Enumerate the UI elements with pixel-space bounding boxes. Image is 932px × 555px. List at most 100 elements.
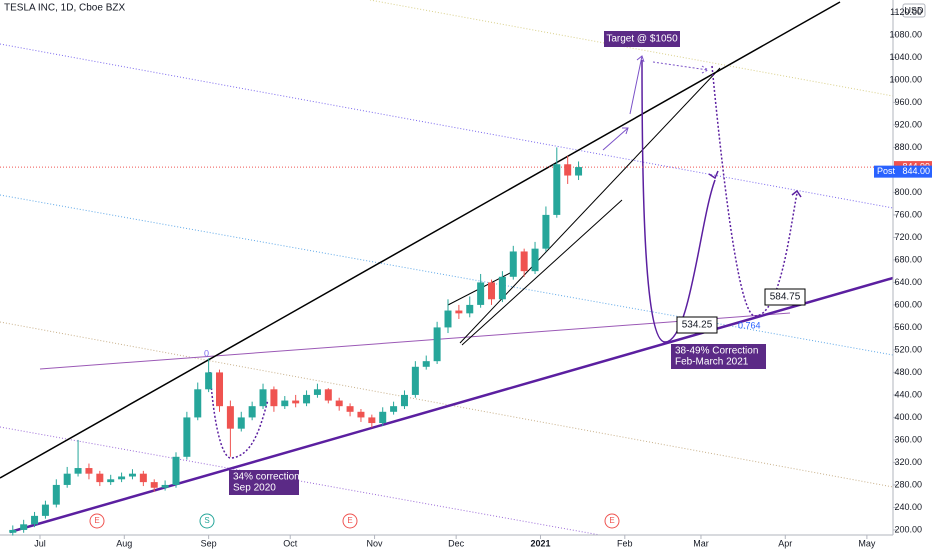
- candle-body: [324, 389, 332, 401]
- x-tick-label: 2021: [530, 538, 550, 548]
- candle-body: [216, 372, 224, 407]
- drawings: [0, 0, 894, 536]
- candle-body: [31, 515, 39, 525]
- candle-body: [509, 251, 517, 277]
- candle-body: [303, 394, 311, 404]
- y-tick-label: 960.00: [894, 97, 922, 107]
- x-tick-label: Aug: [116, 538, 132, 548]
- y-tick-label: 320.00: [894, 457, 922, 467]
- x-tick-label: Jul: [34, 538, 46, 548]
- y-tick-label: 200.00: [894, 524, 922, 534]
- candle-body: [20, 524, 28, 530]
- candle-body: [498, 276, 506, 300]
- candle-body: [390, 406, 398, 412]
- candle-body: [466, 304, 474, 314]
- candle-body: [74, 468, 82, 474]
- arrow: [629, 55, 645, 115]
- y-tick-label: 720.00: [894, 232, 922, 242]
- y-tick-label: 880.00: [894, 142, 922, 152]
- candle-body: [118, 476, 126, 480]
- neckline: [39, 312, 791, 370]
- candle-body: [41, 504, 49, 516]
- candle-body: [172, 456, 180, 485]
- candle-body: [411, 366, 419, 395]
- channel-line: [369, 0, 894, 97]
- x-tick-label: Feb: [617, 538, 633, 548]
- y-tick-label: 640.00: [894, 277, 922, 287]
- arrow-head: [708, 170, 719, 180]
- annotation: 34% correction: [233, 472, 300, 483]
- candle-body: [488, 282, 496, 300]
- candle-body: [9, 529, 17, 533]
- candle-body: [139, 473, 147, 483]
- post-price-label: 844.00: [902, 166, 930, 176]
- projection-path: [641, 59, 716, 343]
- y-tick-label: 800.00: [894, 187, 922, 197]
- candle-body: [226, 406, 234, 429]
- annotation-box: [604, 31, 680, 47]
- x-tick-label: Dec: [448, 538, 465, 548]
- candle-body: [346, 406, 354, 412]
- candle-body: [433, 327, 441, 362]
- arrow-head: [791, 189, 802, 198]
- y-tick-label: 280.00: [894, 479, 922, 489]
- candle-body: [63, 473, 71, 485]
- candle-body: [400, 394, 408, 407]
- candle-body: [292, 400, 300, 404]
- x-tick-label: Nov: [367, 538, 384, 548]
- candle-body: [477, 282, 485, 305]
- y-tick-label: 440.00: [894, 389, 922, 399]
- y-tick-label: 480.00: [894, 367, 922, 377]
- y-tick-label: 680.00: [894, 254, 922, 264]
- candle-body: [52, 484, 60, 505]
- channel-lower: [461, 199, 623, 346]
- price-callout: [764, 288, 806, 306]
- fib-label: 0.764: [738, 320, 761, 330]
- post-label: Post: [877, 166, 896, 176]
- y-tick-label: 400.00: [894, 412, 922, 422]
- event-label: S: [204, 516, 209, 525]
- arrow: [602, 127, 629, 151]
- channel-line: [0, 194, 894, 356]
- projection-path: [711, 65, 798, 317]
- y-tick-label: 240.00: [894, 502, 922, 512]
- y-tick-label: 360.00: [894, 434, 922, 444]
- annotation-box: [671, 344, 766, 369]
- candle-body: [128, 473, 136, 477]
- candle-body: [161, 484, 169, 488]
- candle-body: [444, 310, 452, 328]
- candle-body: [455, 310, 463, 314]
- price-callout: [676, 316, 718, 334]
- annotation-box: [229, 470, 299, 495]
- annotation: Target @ $1050: [606, 34, 678, 45]
- candle-body: [281, 400, 289, 407]
- x-tick-label: Mar: [693, 538, 709, 548]
- y-tick-label: 560.00: [894, 322, 922, 332]
- fib-label: 0: [204, 348, 209, 358]
- annotation: Feb-March 2021: [675, 357, 749, 368]
- candle-body: [183, 417, 191, 457]
- channel-line: [0, 43, 894, 209]
- candle-body: [553, 164, 561, 215]
- annotation: Sep 2020: [233, 483, 276, 494]
- arrow: [652, 61, 709, 74]
- candle-body: [259, 389, 267, 407]
- x-tick-label: Oct: [283, 538, 298, 548]
- candle-body: [194, 389, 202, 418]
- candle-body: [270, 389, 278, 407]
- y-tick-label: 920.00: [894, 119, 922, 129]
- annotation: 38-49% Correction: [675, 346, 758, 357]
- candle-body: [85, 468, 93, 474]
- candle-body: [96, 473, 104, 483]
- currency: USD: [904, 5, 924, 15]
- x-tick-label: May: [858, 538, 876, 548]
- candle-body: [564, 164, 572, 176]
- candle-body: [422, 361, 430, 367]
- event-marker: [342, 513, 358, 529]
- event-label: E: [94, 516, 99, 525]
- event-label: E: [347, 516, 352, 525]
- candle-body: [575, 167, 583, 176]
- candle-body: [531, 248, 539, 272]
